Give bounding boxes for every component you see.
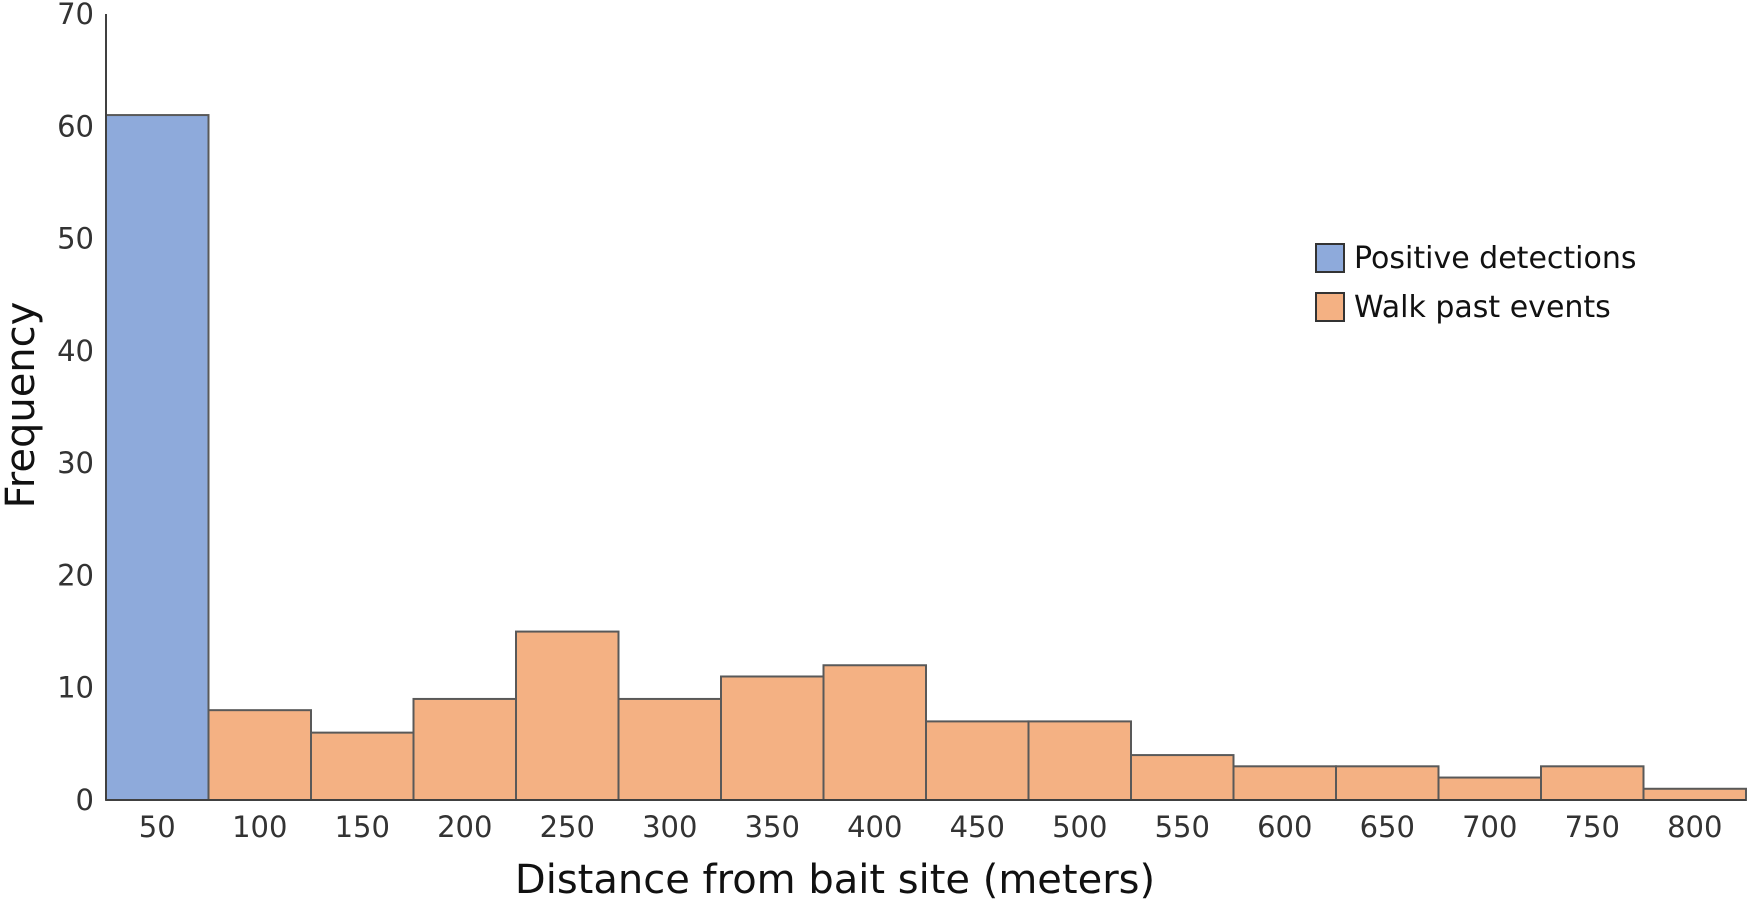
legend-label-positive-detections: Positive detections [1354,241,1637,276]
x-tick-label-800: 800 [1667,810,1722,844]
bars-layer [105,114,1747,802]
y-tick-label-70: 70 [57,0,94,31]
y-tick-label-20: 20 [57,558,94,592]
x-tick-label-250: 250 [540,810,595,844]
bar-walk-past-events-400 [822,664,927,801]
x-tick-label-550: 550 [1155,810,1210,844]
y-tick-label-0: 0 [76,783,94,817]
y-tick-label-30: 30 [57,446,94,480]
y-tick-label-40: 40 [57,334,94,368]
legend-label-walk-past-events: Walk past events [1354,290,1611,325]
bar-walk-past-events-700 [1437,776,1542,801]
bar-walk-past-events-750 [1540,765,1645,801]
x-tick-label-450: 450 [950,810,1005,844]
y-tick-label-60: 60 [57,109,94,143]
y-tick-labels: 0 10 20 30 40 50 60 70 [57,0,94,817]
x-tick-label-650: 650 [1360,810,1415,844]
bar-walk-past-events-800 [1642,787,1747,801]
legend-swatch-positive-detections [1315,243,1345,273]
legend: Positive detections Walk past events [1315,241,1637,325]
bar-walk-past-events-100 [207,709,312,802]
bar-walk-past-events-500 [1027,720,1132,802]
x-tick-label-400: 400 [847,810,902,844]
x-tick-label-350: 350 [745,810,800,844]
x-axis-title: Distance from bait site (meters) [515,857,1155,903]
x-tick-label-150: 150 [335,810,390,844]
x-tick-label-100: 100 [232,810,287,844]
x-tick-label-500: 500 [1052,810,1107,844]
bar-walk-past-events-250 [515,630,620,801]
bar-walk-past-events-200 [412,697,517,802]
x-tick-label-50: 50 [139,810,176,844]
bar-positive-detections-50 [105,114,210,802]
x-tick-label-700: 700 [1462,810,1517,844]
y-tick-label-50: 50 [57,222,94,256]
legend-swatch-walk-past-events [1315,292,1345,322]
x-tick-label-600: 600 [1257,810,1312,844]
bar-walk-past-events-350 [720,675,825,801]
bar-walk-past-events-550 [1130,754,1235,801]
bar-walk-past-events-650 [1335,765,1440,801]
x-tick-labels: 50 100 150 200 250 300 350 400 450 500 550 600 650 70… [139,810,1723,844]
x-tick-label-300: 300 [642,810,697,844]
x-tick-label-200: 200 [437,810,492,844]
bar-walk-past-events-450 [925,720,1030,802]
bar-walk-past-events-600 [1232,765,1337,801]
bar-walk-past-events-150 [310,731,415,802]
x-tick-label-750: 750 [1565,810,1620,844]
y-axis-title: Frequency [0,302,44,509]
y-tick-label-10: 10 [57,671,94,705]
bar-walk-past-events-300 [617,697,722,802]
axes-layer [105,14,1746,801]
